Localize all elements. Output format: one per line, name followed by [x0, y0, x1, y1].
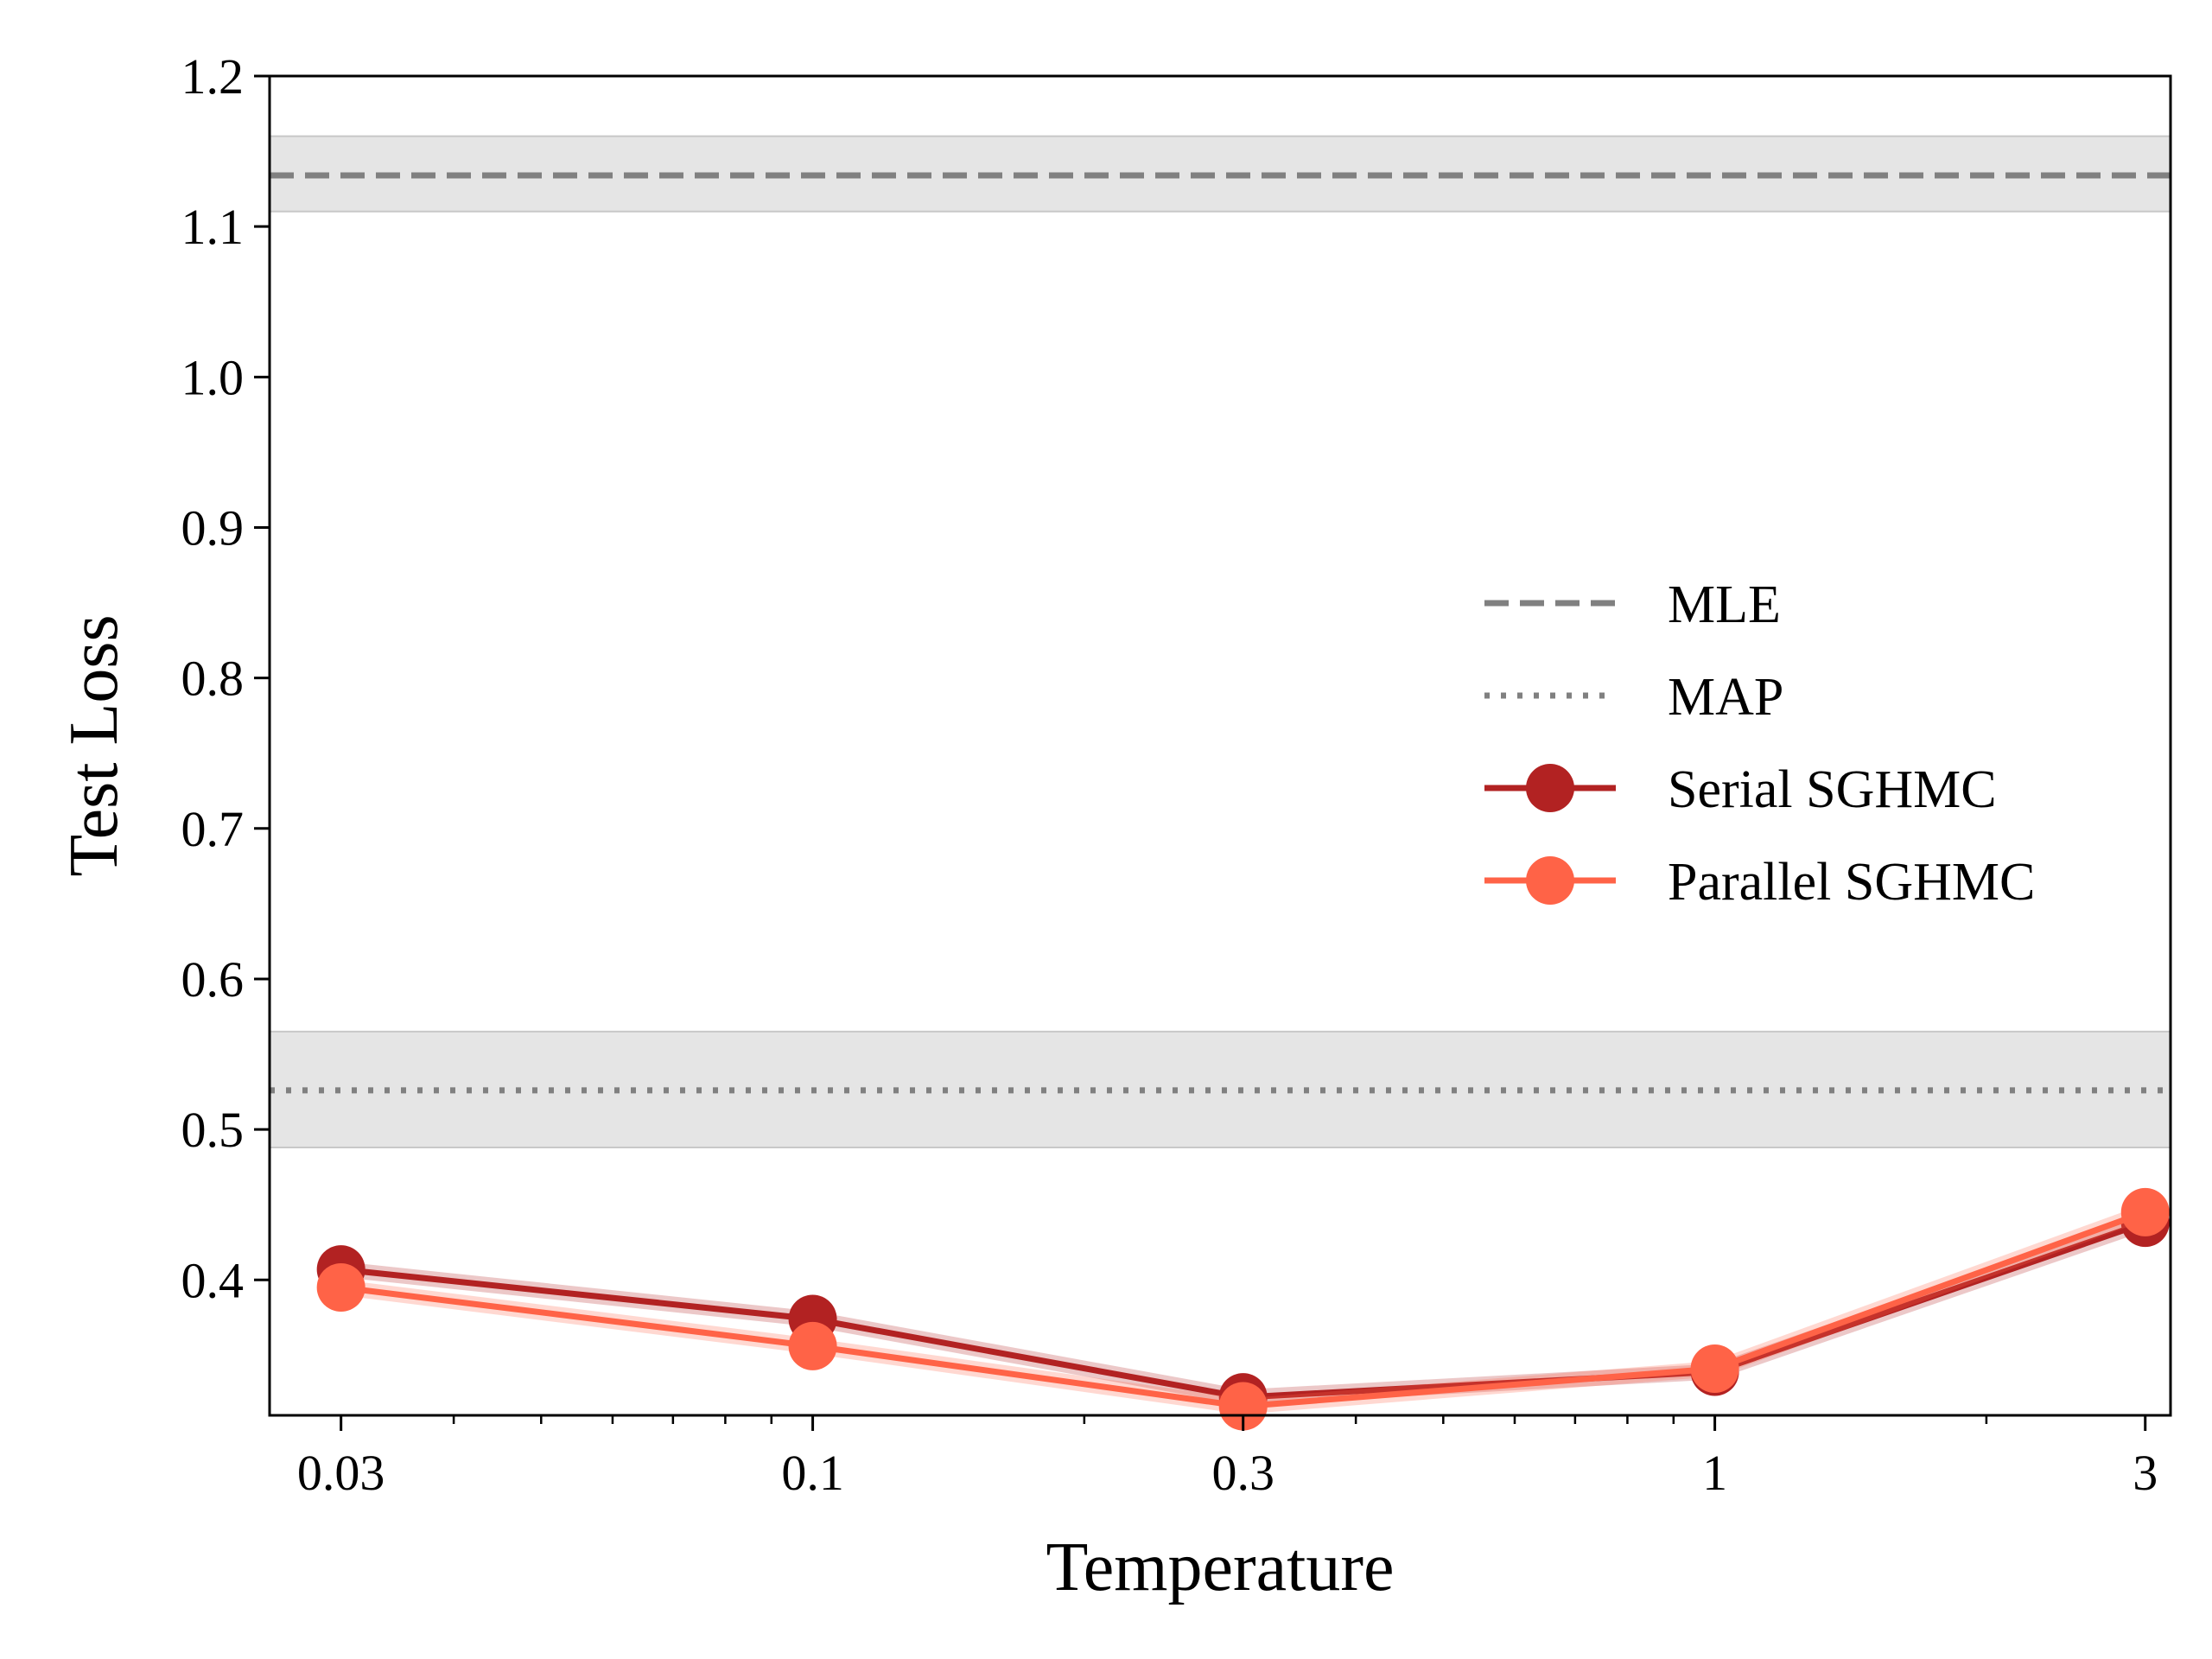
y-tick-label: 0.6 [181, 951, 245, 1007]
map-band [270, 1031, 2171, 1147]
legend-map-label: MAP [1668, 668, 1783, 727]
y-axis-ticks: 0.4 0.5 0.6 0.7 0.8 0.9 1.0 1.1 1.2 [181, 48, 270, 1308]
y-tick-label: 0.9 [181, 499, 245, 556]
mle-band [270, 136, 2171, 212]
x-tick-label: 0.1 [781, 1445, 844, 1501]
y-tick-label: 0.7 [181, 801, 245, 857]
parallel-sghmc-point [1218, 1382, 1268, 1431]
y-tick-label: 1.1 [181, 199, 245, 255]
parallel-sghmc-point [2120, 1187, 2170, 1236]
x-tick-label: 0.3 [1211, 1445, 1274, 1501]
reference-lines [270, 172, 2171, 1094]
legend: MLE MAP Serial SGHMC Parallel SGHMC [1484, 575, 2035, 912]
x-tick-label: 0.03 [297, 1445, 385, 1501]
y-tick-label: 1.2 [181, 48, 245, 105]
legend-parallel-sghmc-marker [1526, 856, 1574, 905]
y-tick-label: 0.8 [181, 651, 245, 707]
y-tick-label: 1.0 [181, 349, 245, 405]
parallel-sghmc-point [316, 1262, 365, 1312]
legend-serial-sghmc-marker [1526, 764, 1574, 812]
legend-parallel-sghmc-label: Parallel SGHMC [1668, 853, 2035, 912]
y-tick-label: 0.4 [181, 1252, 245, 1308]
legend-serial-sghmc-label: Serial SGHMC [1668, 760, 1997, 819]
x-axis-ticks: 0.03 0.1 0.3 1 3 [297, 1415, 2158, 1501]
x-tick-label: 1 [1702, 1445, 1727, 1501]
legend-mle-label: MLE [1668, 575, 1781, 634]
y-axis-label: Test Loss [56, 614, 132, 876]
x-axis-label: Temperature [1046, 1529, 1394, 1605]
data-series [316, 1187, 2170, 1431]
y-tick-label: 0.5 [181, 1102, 245, 1158]
plot-frame [268, 74, 2172, 1417]
parallel-sghmc-point [1690, 1344, 1739, 1394]
x-tick-label: 3 [2133, 1445, 2158, 1501]
reference-bands [270, 135, 2171, 1148]
parallel-sghmc-point [788, 1321, 837, 1370]
